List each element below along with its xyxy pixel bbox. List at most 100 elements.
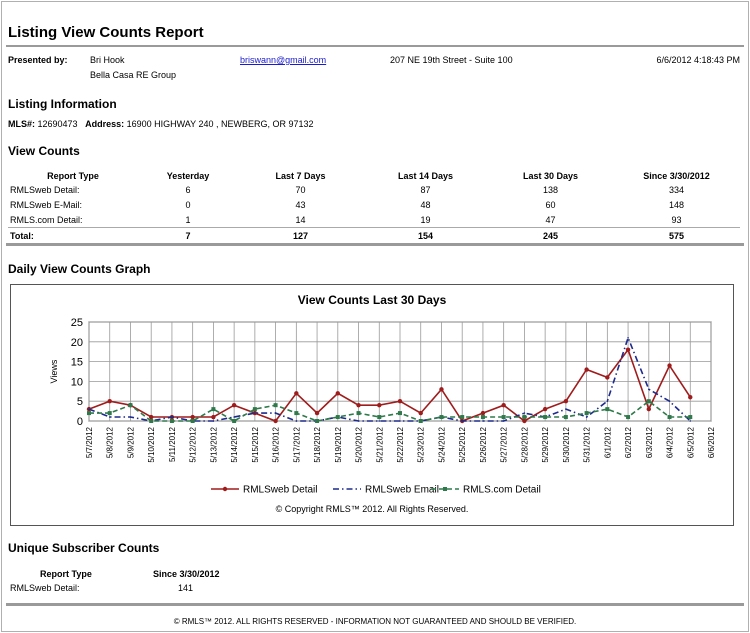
x-tick-label: 5/10/2012 [147,426,156,462]
data-point [543,415,548,420]
total-cell: 575 [613,227,740,243]
x-tick-label: 6/3/2012 [645,426,654,458]
y-tick-label: 25 [71,317,83,329]
legend-marker [443,487,447,491]
legend-label: RMLSweb Email [365,485,439,496]
cell: 70 [295,184,306,195]
data-point [689,420,692,422]
data-point [501,415,506,420]
data-point [335,415,340,420]
data-point [399,420,401,422]
data-point [542,406,548,412]
cell: 334 [668,184,685,195]
x-tick-label: 6/6/2012 [707,426,716,458]
data-point [605,407,610,412]
row-label: RMLSweb Detail: [10,184,80,195]
x-tick-label: 5/21/2012 [375,426,384,462]
data-point [605,375,610,380]
x-tick-label: 6/4/2012 [666,426,675,458]
data-point [480,415,485,420]
data-point [418,419,423,423]
table-row: RMLSweb E-Mail: 0 43 48 60 148 [8,197,740,212]
data-point [626,415,631,420]
data-point [584,411,589,416]
data-point [231,402,237,408]
y-tick-label: 0 [77,416,83,428]
data-point [502,420,505,422]
data-point [439,387,444,392]
cell: 19 [420,214,431,225]
data-point [88,408,90,410]
x-tick-label: 5/17/2012 [292,426,301,462]
data-point [460,415,465,420]
data-point [522,415,527,420]
y-tick-label: 10 [71,376,83,388]
data-point [563,399,569,404]
cell: 148 [668,199,685,210]
agent-email-link[interactable]: briswann@gmail.com [240,55,327,65]
table-row: RMLSweb Detail: 6 70 87 138 334 [8,182,740,197]
graph-heading: Daily View Counts Graph [8,262,151,276]
footer-divider [6,603,744,606]
cell: 47 [545,214,556,225]
presented-by-label: Presented by: [8,55,68,65]
cell: 138 [542,184,559,195]
address-label: Address: [85,119,125,129]
x-tick-label: 5/14/2012 [230,426,239,462]
cell: 60 [545,199,556,210]
data-point [377,415,382,420]
cell: 6 [185,184,191,195]
data-point [522,418,527,424]
total-cell: 245 [488,227,613,243]
x-tick-label: 5/13/2012 [209,426,218,462]
view-counts-heading: View Counts [8,144,80,158]
x-tick-label: 5/25/2012 [458,426,467,462]
cell: 93 [671,214,682,225]
data-point [294,411,299,416]
legend-label: RMLS.com Detail [463,485,541,496]
x-tick-label: 5/16/2012 [272,426,281,462]
total-label: Total: [8,227,138,243]
x-tick-label: 5/18/2012 [313,426,322,462]
data-point [357,420,360,422]
data-point [87,411,91,416]
data-point [314,410,320,416]
cell: 43 [295,199,306,210]
x-tick-label: 5/27/2012 [500,426,509,462]
data-point [584,367,589,372]
row-label: RMLS.com Detail: [10,214,83,225]
data-point [667,363,672,368]
col-header: Last 7 Days [275,170,326,181]
data-point [439,415,444,420]
total-cell: 7 [138,227,238,243]
listing-info-line: MLS#: 12690473 Address: 16900 HIGHWAY 24… [8,119,314,129]
x-tick-label: 5/28/2012 [520,426,529,462]
cell: 87 [420,184,431,195]
data-point [377,402,382,408]
data-point [294,391,299,396]
data-point [295,420,298,422]
subscriber-col-report-type: Report Type [40,569,92,579]
x-tick-label: 5/15/2012 [251,426,260,462]
data-point [688,415,693,420]
data-point [273,403,278,408]
data-point [169,419,174,423]
col-header: Report Type [47,170,99,181]
office-name: Bella Casa RE Group [90,70,177,80]
subscriber-col-since: Since 3/30/2012 [153,569,220,579]
series-line [88,335,691,422]
x-tick-label: 5/20/2012 [355,426,364,462]
view-counts-table: Report Type Yesterday Last 7 Days Last 1… [8,169,740,243]
data-point [190,414,195,420]
data-point [212,420,215,422]
mls-value: 12690473 [37,119,78,129]
x-tick-label: 5/12/2012 [189,426,198,462]
chart-copyright: © Copyright RMLS™ 2012. All Rights Reser… [275,504,469,514]
data-point [356,402,361,408]
series-line [88,348,691,422]
data-point [418,410,423,416]
data-point [627,337,629,339]
data-point [254,412,256,414]
data-point [190,419,195,423]
data-point [501,402,506,408]
